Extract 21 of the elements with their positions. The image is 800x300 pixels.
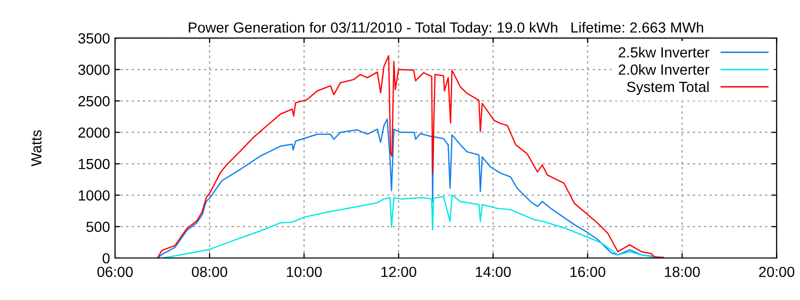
y-tick-label: 2000 (78, 127, 110, 138)
x-tick-label: 12:00 (381, 266, 416, 278)
y-tick-label: 3500 (78, 33, 110, 44)
x-tick-label: 18:00 (664, 266, 700, 278)
x-tick-label: 06:00 (97, 266, 133, 278)
y-tick-label: 2500 (78, 96, 110, 106)
chart-title: Power Generation for 03/11/2010 - Total Today: 19.0 kWh Lifetime: 2.663 MWh (188, 22, 704, 36)
x-tick-label: 10:00 (286, 266, 322, 278)
y-tick-label: 0 (102, 253, 110, 264)
x-tick-label: 08:00 (192, 266, 228, 278)
y-tick-label: 1500 (78, 158, 110, 170)
y-tick-label: 500 (86, 222, 110, 232)
x-tick-label: 20:00 (759, 266, 794, 278)
y-tick-label: 3000 (78, 64, 110, 75)
y-axis-title: Watts (31, 130, 42, 166)
x-tick-label: 16:00 (570, 266, 606, 278)
legend-label: 2.0kw Inverter (618, 64, 710, 75)
legend-label: 2.5kw Inverter (618, 46, 710, 58)
x-tick-label: 14:00 (476, 266, 511, 278)
y-tick-label: 1000 (78, 190, 110, 201)
legend-label: System Total (627, 81, 709, 95)
